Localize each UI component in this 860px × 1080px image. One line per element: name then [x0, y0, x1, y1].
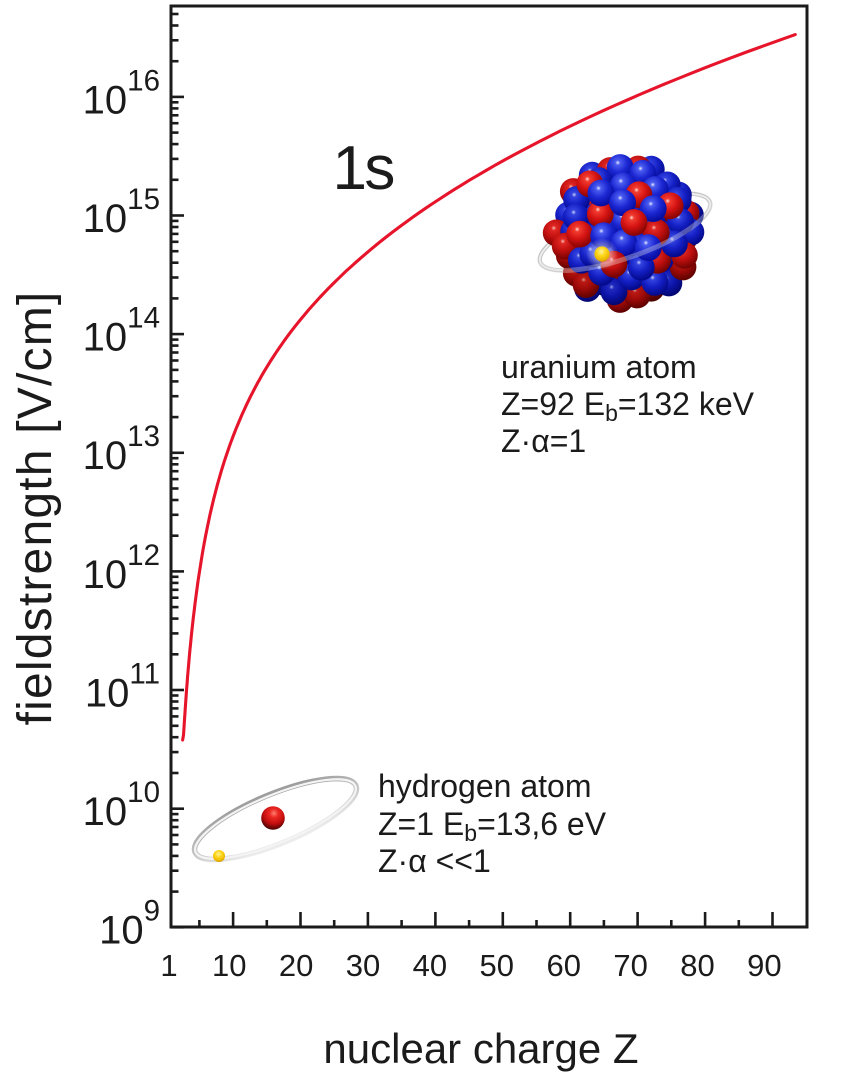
svg-text:80: 80 — [680, 948, 714, 983]
svg-text:40: 40 — [413, 948, 447, 983]
svg-text:Z=92 Eb=132 keV: Z=92 Eb=132 keV — [501, 386, 755, 426]
svg-text:10: 10 — [212, 948, 246, 983]
svg-text:nuclear charge Z: nuclear charge Z — [323, 1025, 638, 1072]
svg-text:109: 109 — [99, 895, 160, 953]
svg-text:hydrogen atom: hydrogen atom — [378, 768, 591, 804]
svg-text:20: 20 — [279, 948, 313, 983]
svg-text:1013: 1013 — [83, 420, 160, 478]
svg-text:90: 90 — [747, 948, 781, 983]
svg-text:1012: 1012 — [83, 539, 160, 597]
svg-text:Z·α=1: Z·α=1 — [501, 423, 586, 459]
svg-text:1: 1 — [160, 948, 177, 983]
svg-text:1015: 1015 — [83, 183, 160, 241]
svg-text:Z·α <<1: Z·α <<1 — [378, 843, 491, 879]
svg-text:Z=1 Eb=13,6 eV: Z=1 Eb=13,6 eV — [378, 806, 607, 846]
svg-text:1011: 1011 — [85, 657, 160, 715]
svg-text:70: 70 — [613, 948, 647, 983]
svg-text:1014: 1014 — [83, 302, 160, 360]
svg-text:uranium atom: uranium atom — [501, 349, 697, 385]
svg-text:1016: 1016 — [83, 64, 160, 122]
svg-text:50: 50 — [480, 948, 514, 983]
svg-text:fieldstrength [V/cm]: fieldstrength [V/cm] — [9, 291, 62, 726]
svg-text:1010: 1010 — [83, 776, 160, 834]
svg-text:1s: 1s — [333, 134, 394, 203]
svg-text:30: 30 — [346, 948, 380, 983]
svg-text:60: 60 — [546, 948, 580, 983]
